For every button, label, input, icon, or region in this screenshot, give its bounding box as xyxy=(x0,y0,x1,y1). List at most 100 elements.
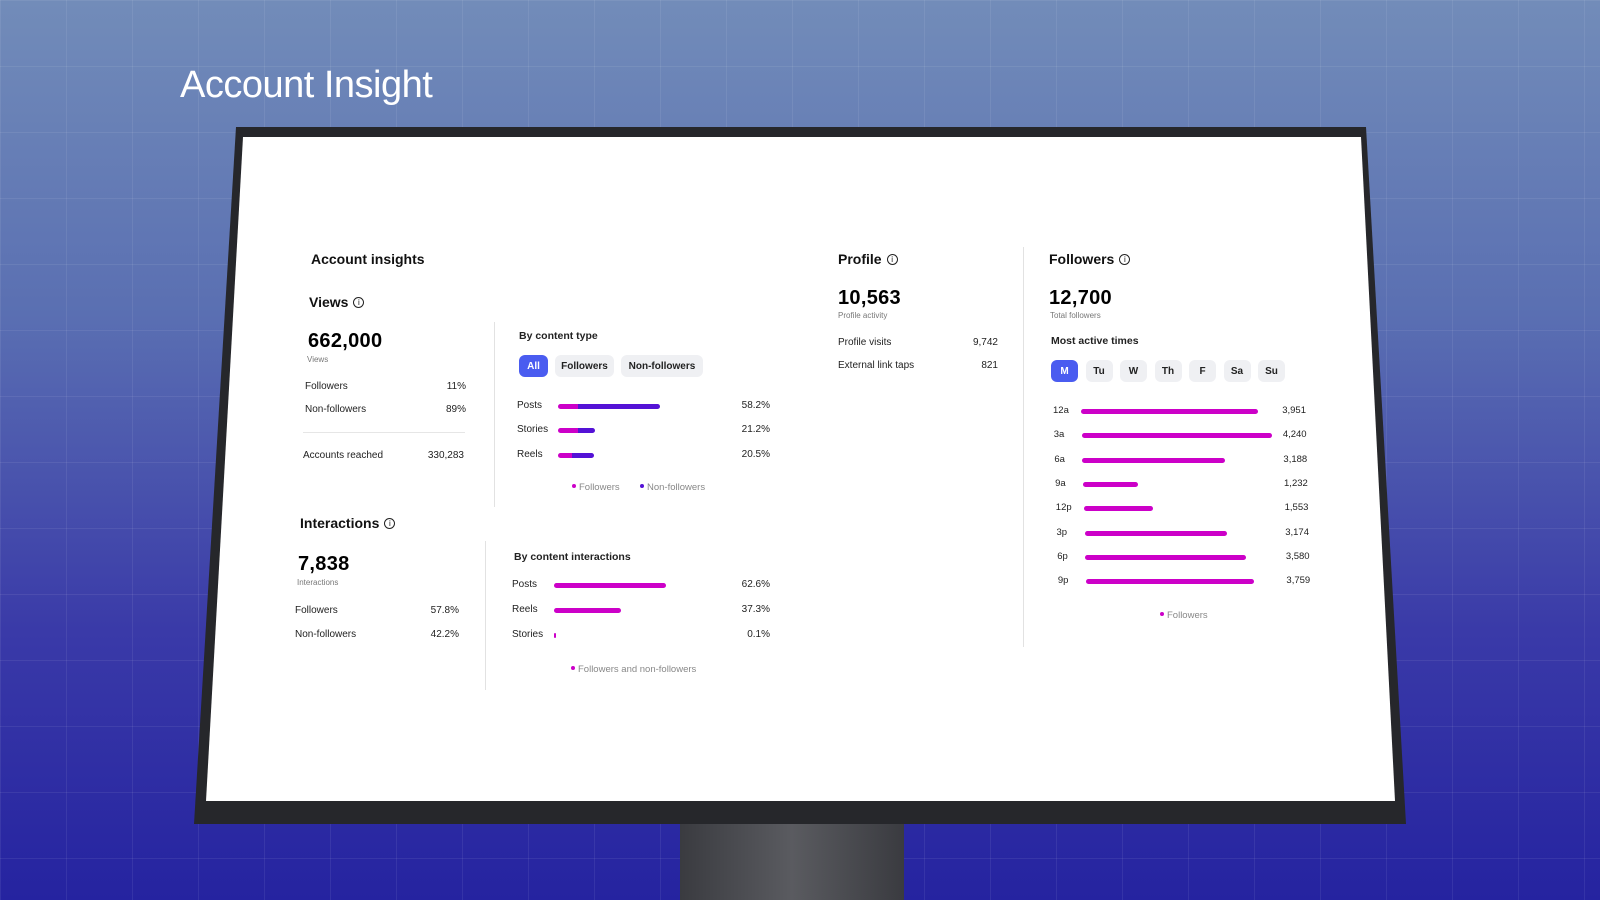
by-content-type-title: By content type xyxy=(519,330,598,342)
followers-segment xyxy=(558,428,579,433)
legend-label: Followers xyxy=(579,482,620,493)
content-type-pct: 20.5% xyxy=(741,449,770,460)
hour-label: 6a xyxy=(1054,453,1065,465)
content-interaction-label: Posts xyxy=(512,579,538,590)
divider xyxy=(303,432,465,433)
external-link-taps-label: External link taps xyxy=(838,360,915,371)
bar-fill xyxy=(554,608,621,613)
content-type-label: Reels xyxy=(517,449,543,460)
interactions-followers-label: Followers xyxy=(295,605,338,616)
bar-fill xyxy=(1084,530,1227,536)
hour-label: 9p xyxy=(1057,575,1069,587)
profile-caption: Profile activity xyxy=(838,311,888,320)
content-type-pct: 58.2% xyxy=(741,400,770,411)
legend-nonfollowers: Non-followers xyxy=(640,482,705,493)
views-title: Views xyxy=(309,294,349,310)
nonfollowers-segment xyxy=(578,404,660,409)
content-interaction-bar xyxy=(554,583,666,588)
legend-label: Followers and non-followers xyxy=(578,664,697,675)
hour-label: 12p xyxy=(1055,502,1072,514)
most-active-times-title: Most active times xyxy=(1051,335,1139,347)
bar-fill xyxy=(1081,433,1272,439)
content-interaction-pct: 37.3% xyxy=(741,604,770,615)
hour-bar xyxy=(1085,554,1246,560)
content-interaction-pct: 0.1% xyxy=(747,629,770,640)
day-chip-th[interactable]: Th xyxy=(1154,360,1182,382)
hour-value: 3,951 xyxy=(1282,405,1306,416)
content-type-bar xyxy=(558,453,594,458)
views-nonfollowers-label: Non-followers xyxy=(305,404,367,415)
legend-followers: Followers xyxy=(572,482,620,493)
info-icon[interactable]: i xyxy=(1119,254,1131,265)
hour-value: 1,553 xyxy=(1284,502,1309,514)
nonfollowers-segment xyxy=(572,453,594,458)
hour-label: 6p xyxy=(1057,550,1068,562)
hour-bar xyxy=(1085,579,1255,585)
filter-all-chip[interactable]: All xyxy=(519,355,548,377)
bar-fill xyxy=(554,633,556,638)
legend-label: Followers xyxy=(1167,610,1208,621)
accounts-reached-value: 330,283 xyxy=(427,450,464,461)
nonfollowers-segment xyxy=(578,428,596,433)
followers-caption: Total followers xyxy=(1050,311,1101,320)
hour-bar xyxy=(1082,457,1226,463)
hour-label: 3p xyxy=(1056,526,1068,538)
hour-bar xyxy=(1084,530,1227,536)
info-icon[interactable]: i xyxy=(353,297,365,308)
profile-visits-label: Profile visits xyxy=(838,337,892,348)
legend-all: Followers and non-followers xyxy=(571,664,696,675)
content-interaction-bar xyxy=(554,608,621,613)
monitor-stand xyxy=(680,820,904,900)
day-chip-w[interactable]: W xyxy=(1120,360,1147,382)
content-type-pct: 21.2% xyxy=(741,424,770,435)
hour-bar xyxy=(1083,506,1154,512)
bar-fill xyxy=(1085,579,1255,585)
day-chip-f[interactable]: F xyxy=(1189,360,1216,382)
interactions-heading: Interactions i xyxy=(300,515,396,531)
info-icon[interactable]: i xyxy=(384,518,396,529)
divider xyxy=(485,541,486,690)
day-chip-su[interactable]: Su xyxy=(1258,360,1285,382)
filter-nonfollowers-chip[interactable]: Non-followers xyxy=(621,355,703,377)
legend-dot xyxy=(640,484,644,488)
bar-fill xyxy=(554,583,666,588)
accounts-reached-label: Accounts reached xyxy=(303,450,384,461)
legend-dot xyxy=(571,666,575,670)
profile-heading: Profile i xyxy=(838,251,898,267)
interactions-caption: Interactions xyxy=(297,578,339,587)
bar-fill xyxy=(1082,457,1226,463)
content-type-bar xyxy=(558,404,660,409)
hour-bar xyxy=(1081,433,1272,439)
hour-bar xyxy=(1081,409,1259,414)
day-chip-sa[interactable]: Sa xyxy=(1223,360,1251,382)
filter-followers-chip[interactable]: Followers xyxy=(555,355,614,377)
legend-followers: Followers xyxy=(1160,610,1208,621)
day-chip-tu[interactable]: Tu xyxy=(1085,360,1113,382)
hour-value: 1,232 xyxy=(1284,477,1308,489)
hour-value: 4,240 xyxy=(1282,429,1307,441)
followers-value: 12,700 xyxy=(1049,287,1112,309)
views-caption: Views xyxy=(307,355,329,364)
views-nonfollowers-value: 89% xyxy=(445,404,466,415)
interactions-title: Interactions xyxy=(300,515,380,531)
divider xyxy=(494,322,495,507)
views-value: 662,000 xyxy=(308,330,383,352)
profile-visits-value: 9,742 xyxy=(972,337,998,348)
followers-segment xyxy=(558,453,573,458)
page-title: Account Insight xyxy=(180,64,433,106)
legend-dot xyxy=(572,484,576,488)
info-icon[interactable]: i xyxy=(886,254,898,265)
interactions-followers-value: 57.8% xyxy=(430,605,459,616)
content-type-bar xyxy=(558,428,596,433)
content-interaction-label: Reels xyxy=(512,604,538,615)
content-interaction-bar xyxy=(554,633,556,638)
day-chip-m[interactable]: M xyxy=(1051,360,1078,382)
profile-title: Profile xyxy=(838,251,882,267)
hour-value: 3,759 xyxy=(1286,575,1311,587)
interactions-nonfollowers-label: Non-followers xyxy=(295,629,357,640)
views-heading: Views i xyxy=(309,294,365,310)
hour-value: 3,580 xyxy=(1285,550,1310,562)
views-followers-label: Followers xyxy=(305,381,348,392)
bar-fill xyxy=(1081,409,1259,414)
content-type-label: Stories xyxy=(517,424,549,435)
